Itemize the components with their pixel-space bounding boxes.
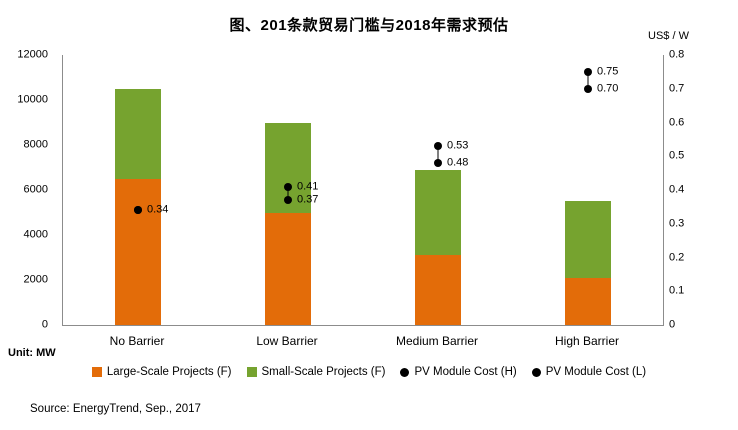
bar-large-scale [115, 178, 161, 325]
legend-swatch-small-scale [246, 367, 257, 377]
pv-cost-l-marker [134, 206, 142, 215]
left-axis-tick: 8000 [23, 138, 48, 151]
legend-item-small-scale: Small-Scale Projects (F) [246, 366, 386, 378]
left-axis-ticks: 0 2000 4000 6000 8000 10000 12000 [0, 49, 56, 330]
bar-large-scale [265, 212, 311, 325]
right-axis-tick: 0.8 [669, 48, 685, 61]
right-axis-tick: 0.5 [669, 149, 685, 162]
pv-cost-h-marker [434, 142, 442, 151]
legend-swatch-large-scale [91, 367, 102, 377]
legend-swatch-pv-cost-l [531, 367, 541, 377]
pv-cost-value-label: 0.70 [597, 82, 619, 95]
pv-cost-h-marker [284, 182, 292, 191]
pv-cost-l-marker [434, 159, 442, 167]
bar-small-scale [115, 88, 161, 179]
right-axis-tick: 0.4 [669, 183, 685, 196]
left-axis-tick: 0 [41, 318, 48, 331]
right-axis-tick: 0 [669, 318, 676, 331]
left-axis-tick: 2000 [23, 273, 48, 286]
pv-cost-h-marker [584, 67, 592, 76]
legend: Large-Scale Projects (F) Small-Scale Pro… [0, 366, 738, 378]
category-axis: No Barrier Low Barrier Medium Barrier Hi… [62, 334, 662, 348]
right-axis-tick: 0.1 [669, 284, 685, 297]
left-axis-unit-label: Unit: MW [8, 347, 56, 359]
legend-label-large-scale: Large-Scale Projects (F) [106, 366, 232, 378]
legend-label-pv-cost-l: PV Module Cost (L) [545, 366, 647, 378]
pv-cost-range-line [587, 71, 589, 89]
category-label-no-barrier: No Barrier [109, 334, 165, 348]
right-axis-tick: 0.3 [669, 217, 685, 230]
pv-cost-value-label: 0.48 [447, 156, 469, 169]
pv-cost-value-label: 0.53 [447, 139, 469, 152]
left-axis-tick: 4000 [23, 228, 48, 241]
bar-small-scale [565, 201, 611, 278]
pv-cost-range-line [437, 146, 439, 163]
chart-title: 图、201条款贸易门槛与2018年需求预估 [229, 17, 509, 34]
pv-cost-value-label: 0.34 [147, 203, 169, 216]
category-label-medium-barrier: Medium Barrier [395, 334, 479, 348]
right-axis-tick: 0.7 [669, 82, 685, 95]
category-label-high-barrier: High Barrier [554, 334, 620, 348]
plot-area: 0.34 0.41 0.37 0.53 0.48 0.75 0.70 [62, 55, 664, 326]
legend-item-pv-cost-h: PV Module Cost (H) [400, 366, 517, 378]
pv-cost-l-marker [584, 84, 592, 93]
pv-cost-value-label: 0.37 [297, 193, 319, 206]
right-axis-title: US$ / W [648, 30, 689, 42]
pv-cost-l-marker [284, 196, 292, 205]
legend-item-pv-cost-l: PV Module Cost (L) [531, 366, 647, 378]
right-axis-tick: 0.2 [669, 251, 685, 263]
legend-swatch-pv-cost-h [400, 367, 410, 377]
legend-label-small-scale: Small-Scale Projects (F) [261, 366, 386, 378]
right-axis-ticks: 0 0.1 0.2 0.3 0.4 0.5 0.6 0.7 0.8 [669, 49, 713, 330]
legend-label-pv-cost-h: PV Module Cost (H) [414, 366, 517, 378]
pv-cost-value-label: 0.75 [597, 65, 619, 78]
legend-item-large-scale: Large-Scale Projects (F) [91, 366, 232, 378]
pv-cost-range-line [287, 186, 289, 201]
source-note: Source: EnergyTrend, Sep., 2017 [30, 403, 201, 415]
bar-large-scale [415, 255, 461, 325]
left-axis-tick: 10000 [17, 93, 48, 106]
category-label-low-barrier: Low Barrier [256, 334, 318, 348]
left-axis-tick: 6000 [23, 183, 48, 196]
right-axis-tick: 0.6 [669, 116, 685, 128]
bar-small-scale [415, 169, 461, 256]
pv-cost-value-label: 0.41 [297, 180, 319, 193]
bar-large-scale [565, 277, 611, 325]
left-axis-tick: 12000 [17, 48, 48, 61]
